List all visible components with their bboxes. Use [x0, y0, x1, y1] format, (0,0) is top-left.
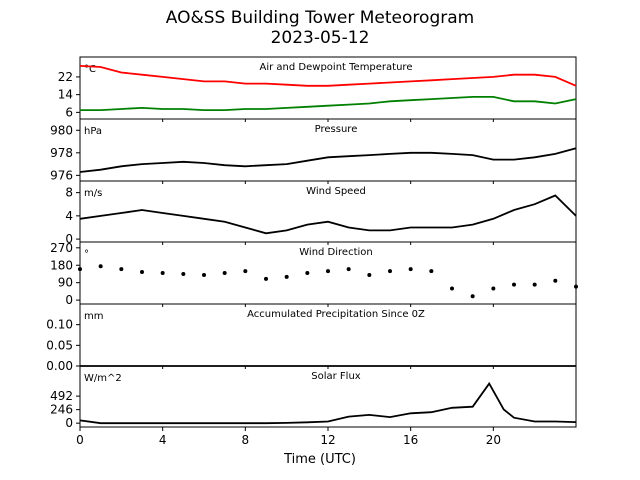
- x-tick-label-3: 12: [320, 433, 335, 447]
- panel-3-series-0-line: [79, 194, 577, 235]
- figure-title: AO&SS Building Tower Meteorogram: [165, 8, 475, 28]
- panel-4-series-0-point-10: [284, 274, 289, 279]
- panel-1-ytick-label-2: 22: [58, 70, 73, 84]
- panel-6-ytick-label-2: 492: [50, 389, 73, 403]
- panel-4-series-0-point-9: [264, 276, 268, 281]
- panel-4-series-0-point-5: [181, 271, 186, 276]
- panel-4-title: Wind Direction: [299, 247, 373, 258]
- panel-4-series-0-point-23: [553, 278, 558, 283]
- panel-4-series-0-point-21: [512, 282, 516, 287]
- panel-4-series-0-point-2: [119, 267, 124, 272]
- panel-4-unit-label: °: [84, 249, 89, 260]
- panel-4-series-0-point-11: [305, 271, 310, 275]
- panel-4-series-0-point-4: [160, 271, 165, 275]
- panel-4-series-0-point-24: [574, 284, 578, 289]
- panel-4-series-0-point-1: [98, 264, 103, 269]
- panel-4-series-0-point-17: [429, 269, 434, 274]
- panel-3-ytick-label-0: 0: [65, 232, 73, 246]
- panel-4-series-0-point-7: [222, 271, 227, 275]
- figure-subtitle: 2023-05-12: [270, 28, 370, 48]
- panel-5-unit-label: mm: [84, 311, 103, 322]
- panel-4-series-0-point-14: [367, 272, 372, 277]
- panel-4-series-0-point-18: [450, 286, 454, 291]
- panel-1-title: Air and Dewpoint Temperature: [260, 62, 413, 73]
- panel-1-unit-label: °C: [84, 64, 96, 75]
- panel-6-unit-label: W/m^2: [84, 373, 122, 384]
- panel-2-ytick-label-2: 980: [50, 123, 73, 137]
- panel-3-unit-label: m/s: [84, 188, 102, 199]
- x-axis-label: Time (UTC): [284, 452, 356, 467]
- panel-4-series-0-point-15: [388, 269, 392, 274]
- x-tick-label-5: 20: [486, 433, 501, 447]
- panel-4-series-0-point-3: [140, 270, 144, 275]
- panel-4-series-0-point-19: [470, 294, 475, 299]
- panel-4-series-0-point-8: [243, 269, 248, 274]
- panel-1-series-1-line: [80, 96, 577, 111]
- panel-1-ytick-label-1: 14: [58, 88, 73, 102]
- panel-4-ytick-label-2: 180: [50, 258, 73, 272]
- panel-3-title: Wind Speed: [306, 186, 366, 197]
- panel-3-ytick-label-1: 4: [65, 209, 73, 223]
- panel-4-series-0-point-12: [326, 269, 330, 274]
- panel-6-ytick-label-1: 246: [50, 403, 73, 417]
- panel-3-ytick-label-2: 8: [65, 186, 73, 200]
- panel-5-ytick-label-1: 0.05: [46, 338, 73, 352]
- panel-6-ytick-label-0: 0: [65, 416, 73, 430]
- panel-4-ytick-label-3: 270: [50, 241, 73, 255]
- panel-2-series-0-line: [79, 147, 577, 173]
- panel-4-ytick-label-1: 90: [58, 276, 73, 290]
- x-tick-label-0: 0: [76, 433, 84, 447]
- panel-5-ytick-label-2: 0.10: [46, 318, 73, 332]
- panel-4-series-0-point-20: [491, 286, 496, 291]
- panel-5-ytick-label-0: 0.00: [46, 359, 73, 373]
- panel-4-ytick-label-0: 0: [65, 293, 73, 307]
- panel-4-series-0-point-6: [202, 272, 206, 277]
- panel-1-ytick-label-0: 6: [65, 105, 73, 119]
- panel-2-unit-label: hPa: [84, 126, 102, 137]
- panel-2-title: Pressure: [315, 124, 358, 135]
- panel-5-title: Accumulated Precipitation Since 0Z: [247, 309, 425, 320]
- panel-4-series-0-point-0: [78, 267, 82, 272]
- panel-2-ytick-label-1: 978: [50, 146, 73, 160]
- x-tick-label-4: 16: [403, 433, 418, 447]
- panel-2-ytick-label-0: 976: [50, 168, 73, 182]
- panel-4-series-0-point-16: [408, 267, 413, 272]
- panel-4-series-0-point-22: [532, 282, 537, 287]
- panel-6-title: Solar Flux: [311, 371, 361, 382]
- x-tick-label-2: 8: [242, 433, 250, 447]
- panel-1-series-0-line: [79, 65, 577, 87]
- panel-6-series-0-line: [79, 381, 577, 425]
- x-tick-label-1: 4: [159, 433, 167, 447]
- panel-4-series-0-point-13: [346, 267, 351, 272]
